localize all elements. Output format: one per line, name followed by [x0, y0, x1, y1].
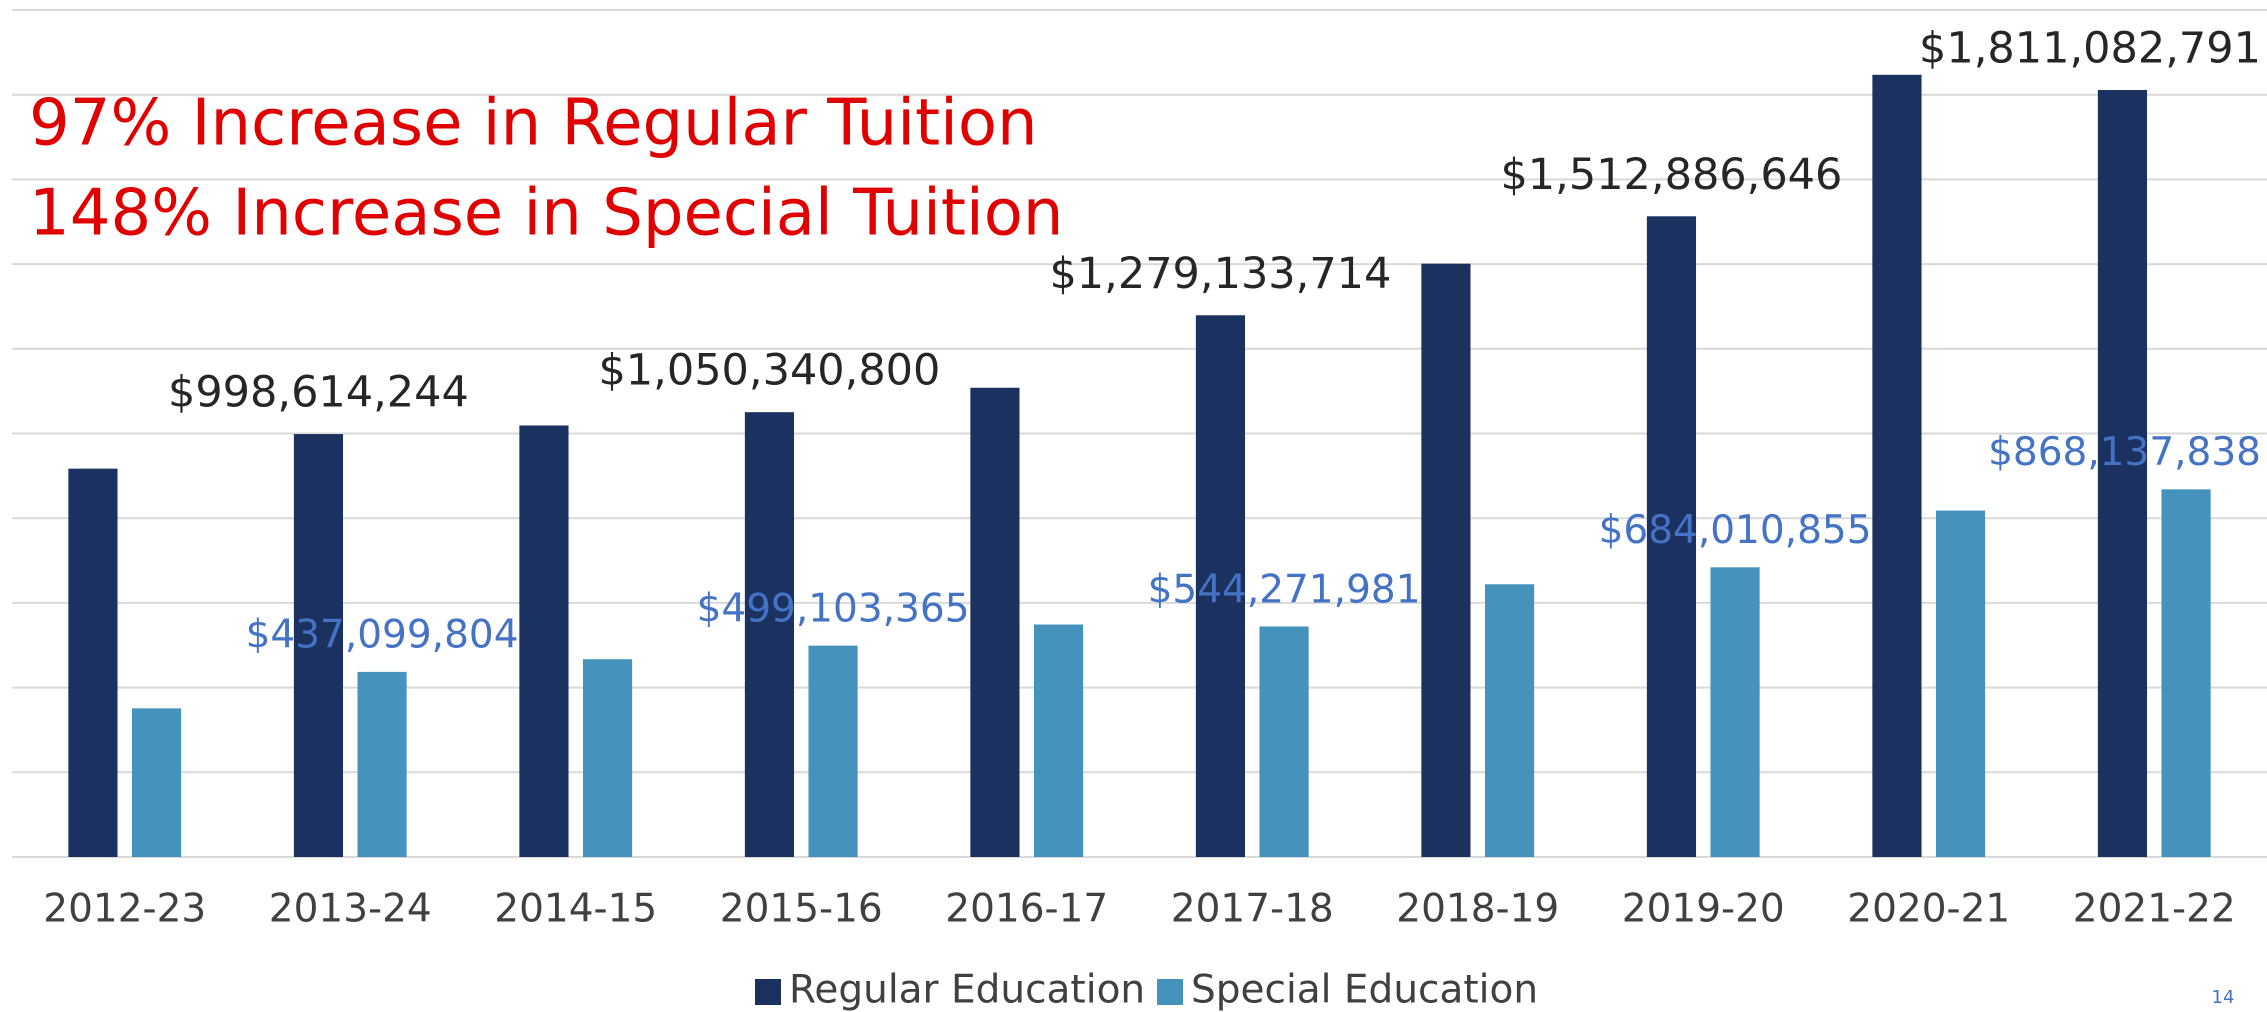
- legend-label: Regular Education: [789, 968, 1145, 1012]
- x-tick-label: 2019-20: [1622, 887, 1785, 932]
- bar: [68, 468, 118, 857]
- bar: [2097, 90, 2148, 857]
- annotation: 97% Increase in Regular Tuition: [29, 87, 1038, 161]
- bar: [808, 645, 858, 857]
- x-tick-label: 2012-23: [43, 887, 206, 932]
- x-tick-label: 2013-24: [269, 887, 432, 932]
- bar: [519, 425, 569, 857]
- bar: [1872, 74, 1922, 857]
- bar: [1421, 263, 1471, 857]
- x-tick-label: 2017-18: [1171, 887, 1334, 932]
- bar: [1195, 315, 1246, 857]
- x-tick-label: 2018-19: [1396, 887, 1559, 932]
- x-tick-label: 2016-17: [945, 887, 1108, 932]
- data-label: $1,811,082,791: [1919, 23, 2261, 73]
- annotation: 148% Increase in Special Tuition: [29, 177, 1063, 251]
- bar: [1710, 567, 1760, 857]
- data-label: $544,271,981: [1148, 567, 1421, 612]
- data-label: $499,103,365: [697, 586, 970, 631]
- bar: [744, 412, 795, 857]
- bar: [1033, 624, 1084, 857]
- bar: [357, 671, 407, 857]
- page-number: 14: [2212, 987, 2235, 1008]
- data-label: $1,279,133,714: [1049, 249, 1391, 299]
- bar: [131, 708, 182, 857]
- legend-swatch: [755, 979, 781, 1005]
- x-tick-label: 2014-15: [494, 887, 657, 932]
- data-label: $437,099,804: [246, 613, 519, 658]
- data-label: $1,512,886,646: [1500, 150, 1842, 200]
- data-label: $868,137,838: [1988, 430, 2261, 475]
- data-label: $1,050,340,800: [598, 346, 940, 396]
- bar: [1646, 216, 1697, 858]
- legend-label: Special Education: [1191, 968, 1538, 1012]
- bar: [582, 659, 633, 857]
- bar: [1935, 510, 1986, 857]
- legend-swatch: [1157, 979, 1183, 1005]
- bar: [293, 434, 344, 857]
- bar: [970, 387, 1020, 857]
- data-label: $684,010,855: [1599, 508, 1872, 553]
- data-label: $998,614,244: [168, 368, 469, 418]
- x-tick-label: 2020-21: [1847, 887, 2010, 932]
- bar: [2161, 489, 2211, 857]
- x-tick-label: 2015-16: [720, 887, 883, 932]
- x-tick-label: 2021-22: [2073, 887, 2236, 932]
- bar: [1259, 626, 1309, 857]
- bar: [1484, 584, 1535, 857]
